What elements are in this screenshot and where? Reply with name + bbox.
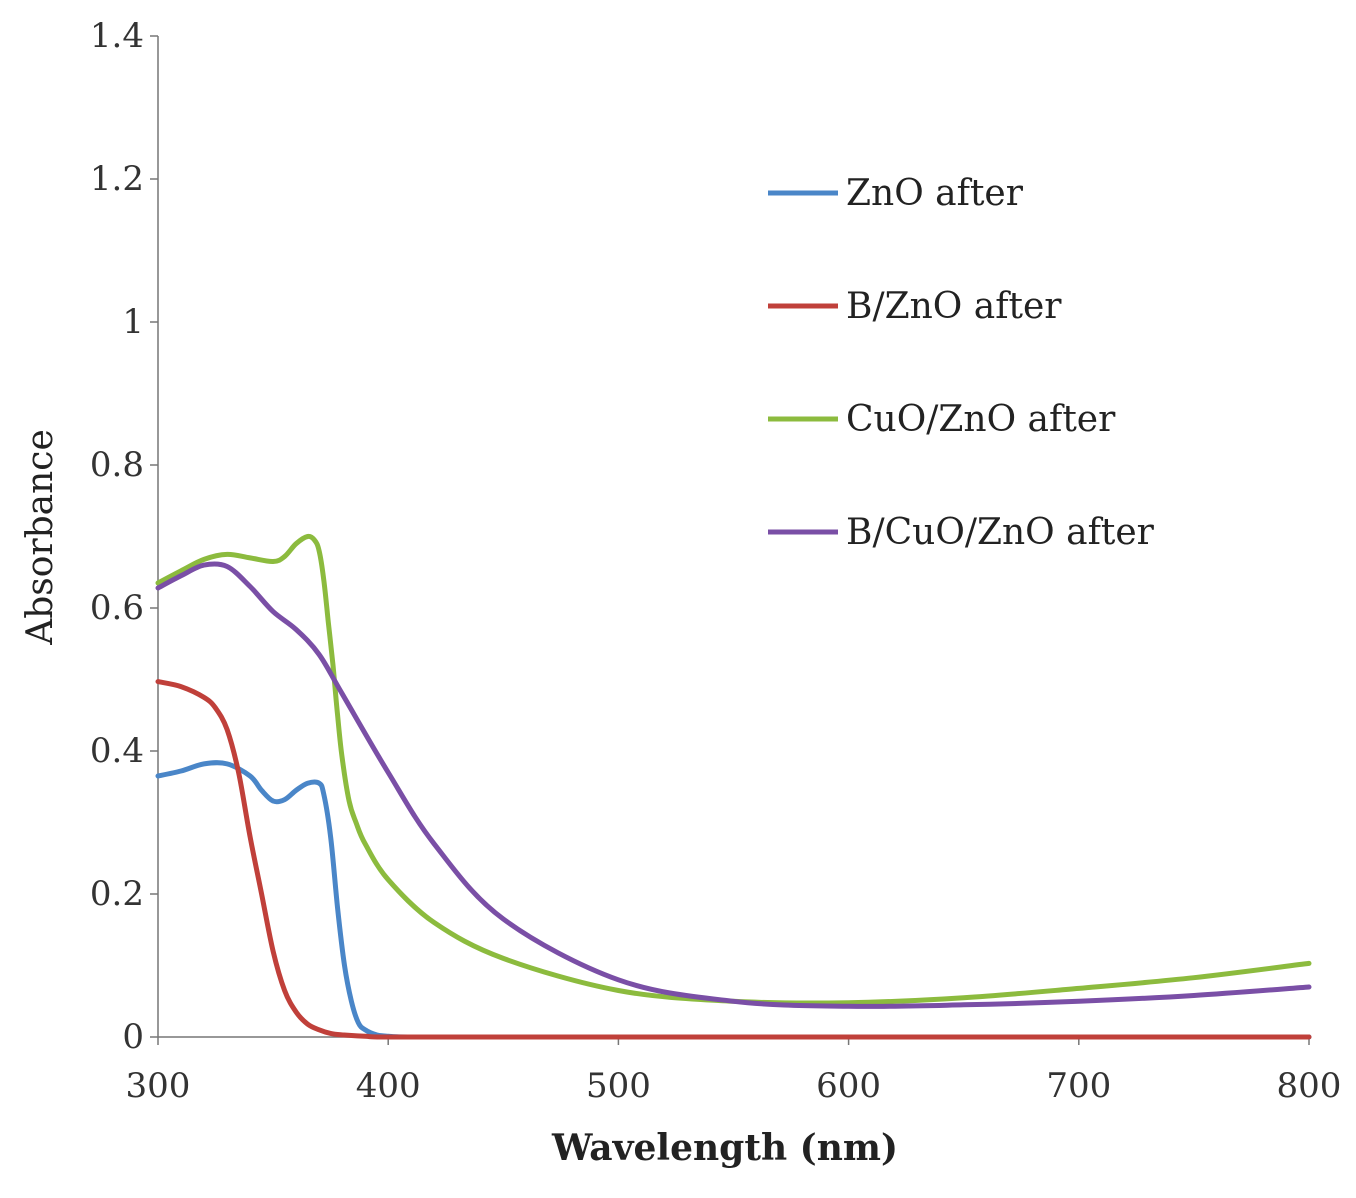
y-tick-label: 1.4 — [90, 16, 144, 56]
series-line-3 — [155, 533, 1312, 1006]
legend: ZnO after B/ZnO after CuO/ZnO after B/CuO/Z… — [768, 173, 1155, 553]
y-tick-label: 1 — [122, 302, 144, 342]
x-tick-label: 400 — [356, 1066, 421, 1106]
legend-label-2: B/ZnO after — [846, 286, 1062, 327]
legend-label-1: ZnO after — [846, 173, 1024, 214]
x-tick-label: 700 — [1046, 1066, 1111, 1106]
y-tick-label: 0.4 — [90, 731, 144, 771]
y-tick-label: 0.6 — [90, 588, 144, 628]
series-lines — [155, 533, 1312, 1040]
legend-label-4: B/CuO/ZnO after — [846, 512, 1155, 553]
series-line-4 — [155, 561, 1312, 1009]
series-line-1 — [155, 760, 1312, 1040]
series-line-2 — [155, 679, 1312, 1040]
y-tick-label: 0 — [122, 1017, 144, 1057]
y-axis-title: Absorbance — [20, 429, 61, 646]
y-tick-label: 0.8 — [90, 445, 144, 485]
legend-label-3: CuO/ZnO after — [846, 399, 1116, 440]
x-tick-label: 800 — [1277, 1066, 1342, 1106]
y-tick-label: 0.2 — [90, 874, 144, 914]
x-tick-label: 300 — [126, 1066, 191, 1106]
y-axis-ticks: 0 0.2 0.4 0.6 0.8 1 1.2 1.4 — [90, 16, 158, 1057]
x-axis-title: Wavelength (nm) — [551, 1127, 898, 1169]
y-tick-label: 1.2 — [90, 159, 144, 199]
x-tick-label: 600 — [816, 1066, 881, 1106]
x-axis-ticks: 300 400 500 600 700 800 — [126, 1037, 1342, 1106]
x-tick-label: 500 — [586, 1066, 651, 1106]
